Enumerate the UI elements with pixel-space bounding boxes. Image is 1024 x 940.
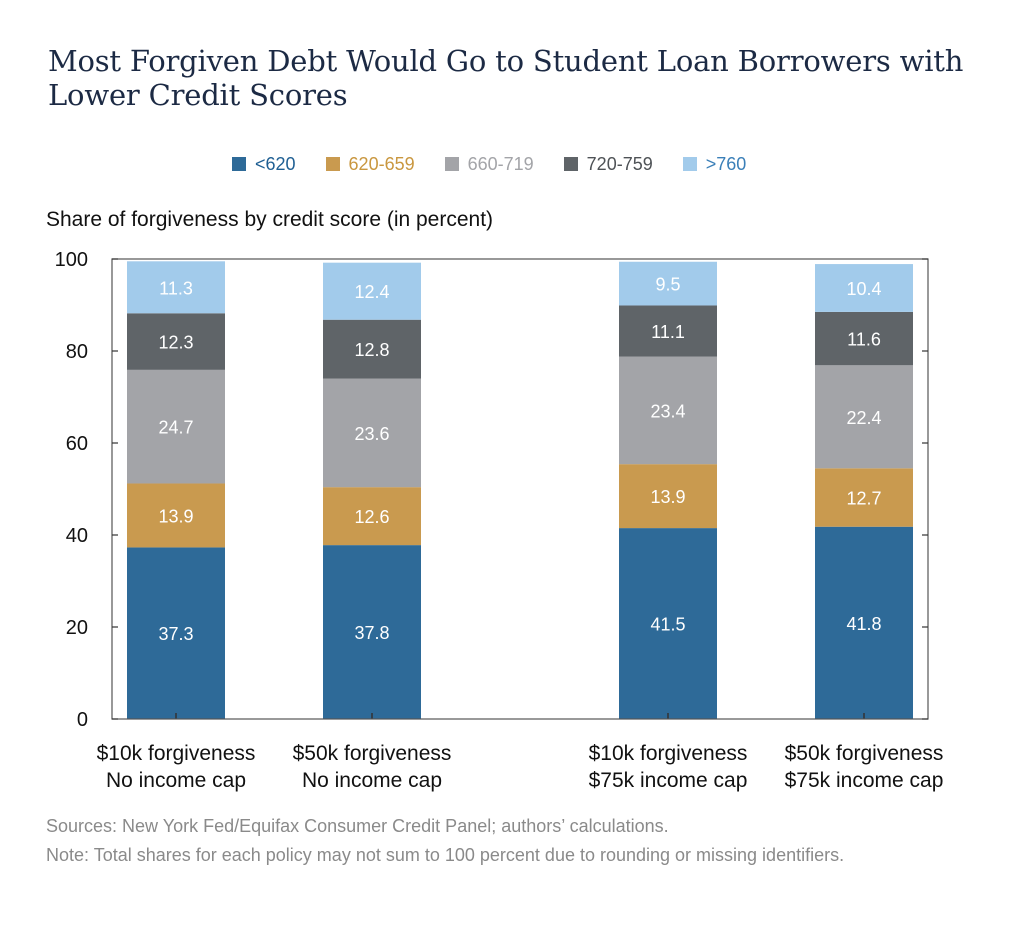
note-text: Note: Total shares for each policy may n… [46,845,845,865]
bar-segment [815,311,913,366]
chart-subtitle: Share of forgiveness by credit score (in… [46,208,494,231]
x-tick-label: No income cap [302,769,442,792]
legend-swatch [232,157,246,171]
stacked-bar-chart: 37.3 13.9 24.7 12.3 11.3 $10k forgiveness No i… [55,250,944,792]
legend-item: <620 [232,154,296,175]
bar-value-label: 13.9 [650,487,685,507]
legend-swatch [444,157,459,171]
legend-swatch [563,157,578,171]
bar-value-label: 23.6 [354,424,389,444]
chart-title: Most Forgiven Debt Would Go to Student L… [48,44,964,112]
bar-segment [127,313,225,370]
x-tick-label: $10k forgiveness [589,742,748,765]
bar-segment [619,528,717,719]
bar-segment [619,464,717,529]
chart-legend: <620 620-659 660-719 720-759 >760 [232,152,776,176]
x-tick-label: $10k forgiveness [97,742,256,765]
bar-value-label: 41.5 [650,615,685,635]
bar-segment [127,483,225,548]
bar-segment [619,305,717,357]
bar-segment [127,261,225,314]
x-tick-label: $75k income cap [785,769,944,792]
x-tick-label: No income cap [106,769,246,792]
bar-value-label: 10.4 [846,279,881,299]
bar-value-label: 11.6 [847,330,881,350]
bar-value-label: 37.3 [158,624,193,644]
bar-segment [815,264,913,312]
bar-segment [323,378,421,488]
x-tick-label: $50k forgiveness [785,742,944,765]
bar-segment [815,468,913,527]
y-tick-label: 0 [77,709,88,731]
legend-label: 660-719 [467,153,534,174]
bar-segment [619,356,717,465]
legend-label: <620 [255,153,296,174]
x-tick-label: $75k income cap [589,769,748,792]
bar-segment [323,262,421,320]
y-tick-label: 100 [55,250,88,271]
bar-segment [815,526,913,719]
y-tick-label: 80 [66,341,88,363]
bar-value-label: 11.1 [651,322,685,342]
legend-item: 620-659 [325,153,415,175]
bar-value-label: 12.4 [354,282,389,302]
chart-notes: Sources: New York Fed/Equifax Consumer C… [46,812,976,870]
bar-segment [127,369,225,484]
legend-item: >760 [682,153,747,175]
y-tick-label: 60 [66,433,88,455]
y-tick-label: 20 [66,617,88,639]
bar-value-label: 12.6 [354,507,389,527]
sources-text: Sources: New York Fed/Equifax Consumer C… [46,816,669,836]
bar-value-label: 23.4 [650,401,685,421]
plot-frame [111,258,929,720]
legend-item: 660-719 [444,153,534,175]
bar-value-label: 22.4 [846,408,881,428]
legend-label: 620-659 [348,153,415,174]
bar-segment [815,365,913,469]
bar-value-label: 11.3 [159,278,193,298]
legend-swatch [325,157,340,171]
bar-value-label: 12.7 [846,489,881,509]
bar-segment [323,545,421,719]
bar-value-label: 37.8 [354,623,389,643]
x-tick-label: $50k forgiveness [293,742,452,765]
bar-value-label: 12.8 [354,340,389,360]
bar-segment [127,547,225,719]
bar-segment [323,319,421,379]
bar-segment [323,487,421,546]
bar-value-label: 9.5 [655,275,680,295]
bar-segment [619,261,717,306]
legend-label: >760 [705,153,747,174]
bar-value-label: 12.3 [158,333,193,353]
y-tick-label: 40 [66,525,88,547]
legend-item: 720-759 [563,153,653,175]
legend-swatch [682,157,697,171]
legend-label: 720-759 [586,153,653,174]
bar-value-label: 13.9 [158,506,193,526]
bar-value-label: 41.8 [846,614,881,634]
bar-value-label: 24.7 [158,418,193,438]
